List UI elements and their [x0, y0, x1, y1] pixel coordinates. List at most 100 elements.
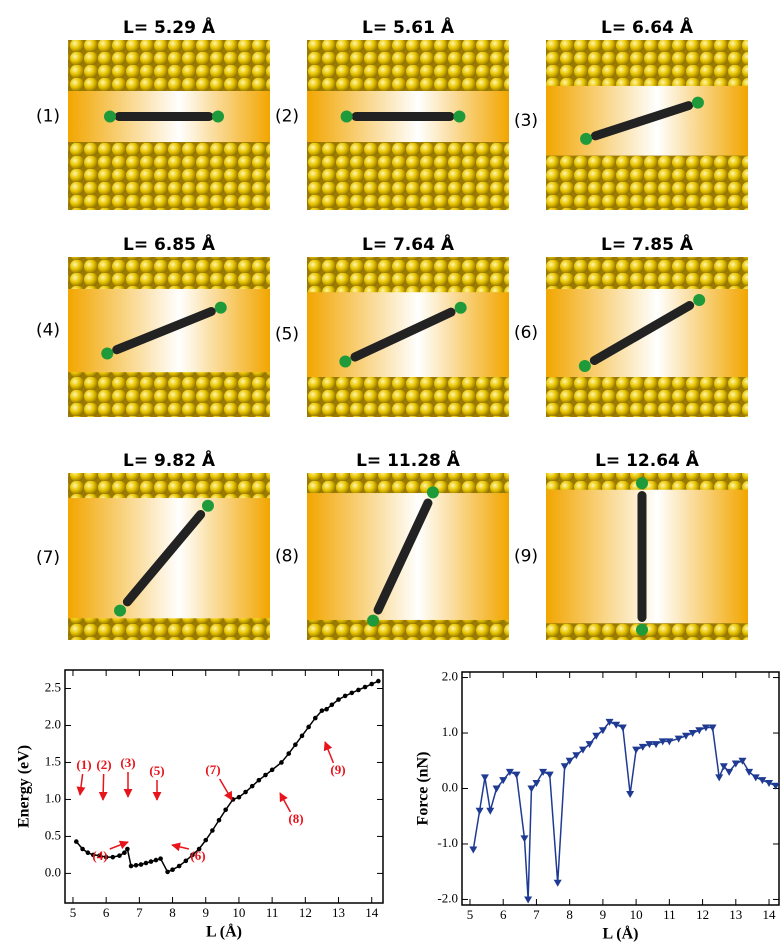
- point: [103, 854, 109, 860]
- point: [665, 738, 674, 746]
- annotation-arrow: [98, 773, 108, 801]
- panels: L= 5.29 Å (1) L= 5.61 Å (2) L= 6.64 Å (3) L= 6…: [36, 15, 748, 640]
- point: [681, 732, 690, 740]
- x-tick-label: 9: [202, 905, 209, 920]
- molecule: [112, 306, 216, 355]
- x-tick-label: 14: [763, 907, 777, 922]
- y-tick-label: 2.5: [45, 679, 61, 694]
- panel-label: (5): [275, 325, 299, 345]
- sulfur: [454, 301, 467, 314]
- sulfur: [693, 294, 706, 306]
- gold-top: [307, 473, 509, 494]
- panel-title: L= 6.64 Å: [601, 15, 694, 38]
- point: [751, 774, 760, 782]
- annotation: (6): [190, 848, 205, 863]
- y-tick-label: 0.0: [442, 779, 458, 794]
- point: [183, 858, 189, 864]
- point: [256, 777, 262, 783]
- point: [524, 896, 533, 904]
- point: [738, 757, 747, 765]
- x-tick-label: 7: [136, 905, 143, 920]
- point: [565, 757, 574, 765]
- point: [688, 730, 697, 738]
- point: [486, 807, 495, 815]
- point: [527, 785, 536, 793]
- point: [505, 768, 514, 776]
- y-axis-label: Force (nN): [415, 752, 432, 826]
- point: [236, 794, 242, 800]
- gold-top: [307, 40, 509, 91]
- sulfur: [691, 96, 704, 109]
- point: [279, 760, 284, 765]
- point: [512, 771, 521, 779]
- sulfur: [114, 604, 127, 617]
- x-axis-label: L (Å): [206, 923, 242, 941]
- point: [263, 772, 268, 778]
- point: [324, 706, 329, 712]
- point: [480, 774, 489, 782]
- annotation-arrow: [279, 792, 292, 813]
- point: [319, 708, 325, 713]
- gold-bottom: [307, 377, 509, 417]
- point: [243, 789, 248, 795]
- point: [293, 742, 298, 748]
- point: [210, 828, 215, 833]
- panel-title: L= 6.85 Å: [123, 232, 216, 255]
- point: [701, 724, 710, 732]
- point: [708, 724, 717, 732]
- y-tick-label: -2.0: [437, 890, 458, 905]
- channel: [546, 473, 748, 640]
- point: [349, 690, 355, 696]
- point: [80, 846, 85, 852]
- point: [117, 853, 122, 858]
- point: [632, 746, 641, 754]
- molecule: [589, 301, 695, 365]
- y-tick-label: 1.5: [45, 753, 61, 768]
- y-tick-label: 0.0: [45, 864, 61, 879]
- gold-top: [68, 257, 270, 289]
- point: [223, 807, 228, 813]
- point: [133, 862, 139, 868]
- x-tick-label: 11: [663, 907, 676, 922]
- annotation-arrow: [219, 778, 233, 801]
- annotation: (5): [149, 763, 164, 778]
- y-tick-label: 0.5: [45, 827, 61, 842]
- point: [605, 718, 614, 726]
- annotation: (7): [205, 762, 220, 777]
- point: [249, 783, 255, 789]
- point: [369, 681, 375, 687]
- point: [499, 777, 508, 785]
- point: [758, 777, 767, 785]
- gold-top: [68, 40, 270, 91]
- panel-label: (7): [36, 548, 60, 568]
- x-tick-label: 6: [500, 907, 507, 922]
- point: [745, 768, 754, 776]
- point: [128, 863, 134, 869]
- x-tick-label: 12: [696, 907, 709, 922]
- sulfur: [367, 614, 380, 627]
- point: [342, 693, 348, 699]
- gold-bottom: [546, 155, 748, 210]
- x-tick-label: 8: [566, 907, 573, 922]
- line: [472, 721, 776, 900]
- point: [148, 859, 154, 864]
- sulfur: [340, 110, 353, 123]
- molecule: [373, 498, 433, 615]
- sulfur: [636, 623, 648, 636]
- channel: [307, 473, 509, 640]
- sulfur: [578, 360, 591, 372]
- y-tick-label: -1.0: [437, 835, 458, 850]
- point: [520, 835, 529, 843]
- point: [645, 741, 654, 749]
- x-tick-label: 10: [232, 905, 245, 920]
- point: [356, 687, 361, 693]
- gold-top: [546, 40, 748, 86]
- annotation: (9): [330, 762, 345, 777]
- panel-title: L= 7.64 Å: [362, 232, 455, 255]
- point: [306, 724, 311, 730]
- point: [719, 763, 728, 771]
- point: [138, 862, 144, 867]
- panel-title: L= 5.61 Å: [362, 15, 455, 38]
- sulfur: [201, 499, 214, 512]
